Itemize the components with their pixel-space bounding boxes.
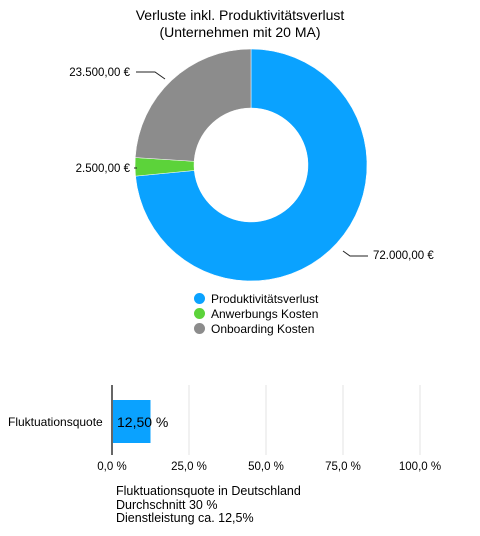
category-label: Fluktuationsquote [8, 415, 103, 429]
bar-chart: 0,0 % 25,0 % 50,0 % 75,0 % 100,0 % 12,50 % Flu… [8, 385, 441, 473]
caption: Fluktuationsquote in Deutschland Durchsc… [116, 484, 301, 526]
donut-slice-productivity [135, 48, 368, 282]
donut-label-onboarding: 23.500,00 € [69, 67, 130, 79]
leader-line-productivity [342, 250, 368, 257]
x-tick-label: 0,0 % [97, 461, 126, 473]
legend-swatch-onboarding [194, 323, 205, 334]
caption-line2: Durchschnitt 30 % [116, 497, 218, 512]
legend-swatch-productivity [194, 293, 205, 304]
donut-chart-title: Verluste inkl. Produktivitätsverlust (Un… [0, 7, 480, 41]
legend-label-productivity: Produktivitätsverlust [211, 291, 319, 306]
bar-fluktuationsquote [113, 400, 151, 443]
donut-title-line1: Verluste inkl. Produktivitätsverlust [135, 7, 345, 23]
donut-label-recruiting: 2.500,00 € [76, 163, 131, 175]
legend-label-onboarding: Onboarding Kosten [211, 321, 315, 336]
donut-slice-onboarding [134, 48, 252, 162]
x-tick-label: 100,0 % [399, 461, 441, 473]
legend-label-recruiting: Anwerbungs Kosten [211, 306, 319, 321]
legend-item-productivity: Produktivitätsverlust [194, 291, 318, 306]
x-tick-label: 50,0 % [248, 461, 284, 473]
x-tick-label: 25,0 % [171, 461, 207, 473]
legend-item-recruiting: Anwerbungs Kosten [194, 306, 318, 321]
legend-item-onboarding: Onboarding Kosten [194, 321, 318, 336]
donut-legend: Produktivitätsverlust Anwerbungs Kosten … [194, 291, 318, 336]
legend-swatch-recruiting [194, 308, 205, 319]
donut-chart: 72.000,00 € 2.500,00 € 23.500,00 € [69, 48, 434, 282]
x-tick-label: 75,0 % [325, 461, 361, 473]
bar-value-label: 12,50 % [117, 414, 168, 430]
donut-title-line2: (Unternehmen mit 20 MA) [159, 24, 321, 40]
caption-line3: Dienstleistung ca. 12,5% [116, 511, 254, 525]
caption-line1: Fluktuationsquote in Deutschland [116, 484, 301, 498]
donut-label-productivity: 72.000,00 € [373, 250, 434, 262]
leader-line-onboarding [136, 71, 166, 80]
